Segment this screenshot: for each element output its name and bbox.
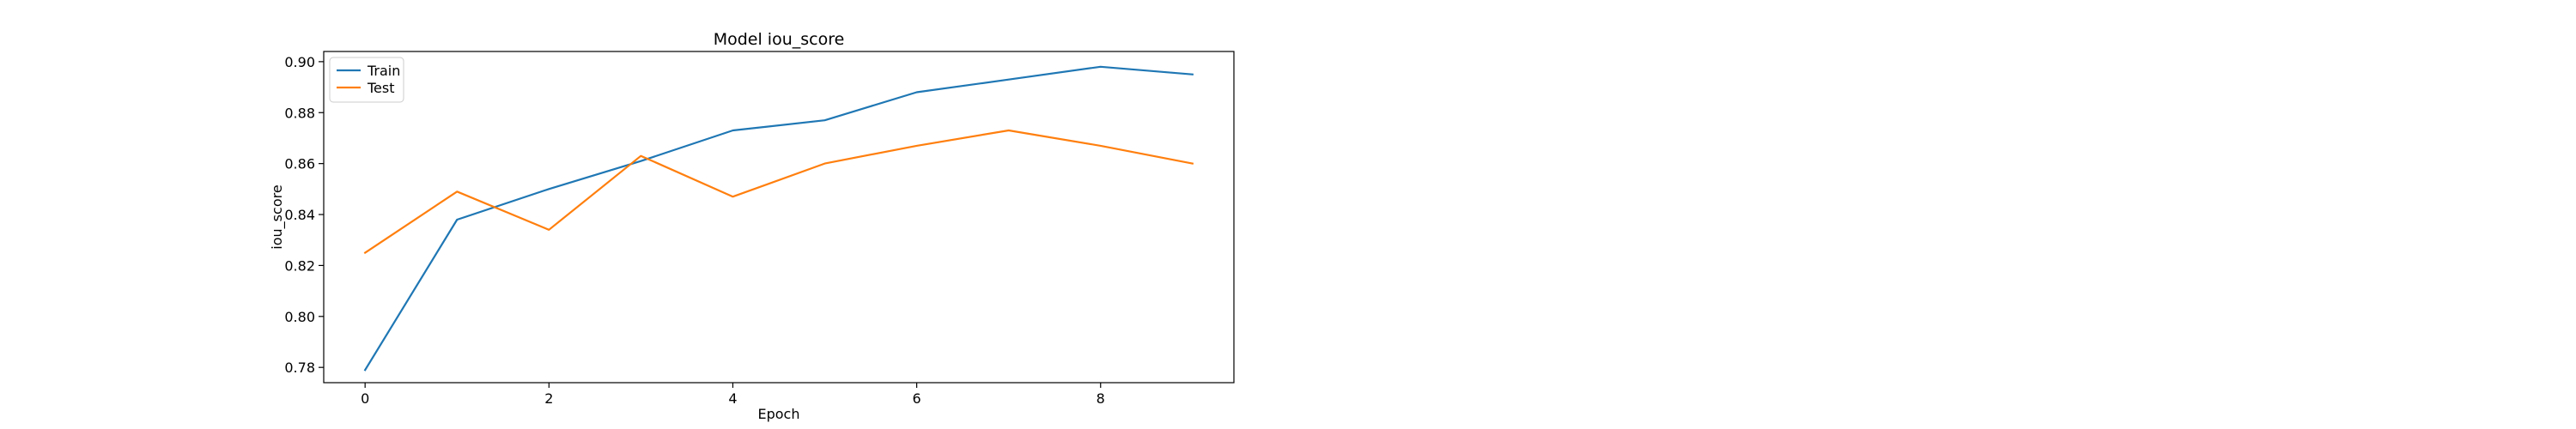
y-axis-title: iou_score [269, 184, 286, 249]
series-line-test [363, 129, 1194, 255]
x-tick-label: 8 [1097, 390, 1105, 407]
plot-frame [323, 51, 1235, 384]
y-tick-label: 0.86 [284, 156, 315, 172]
legend-box [329, 57, 404, 103]
x-tick-label: 4 [728, 390, 737, 407]
chart-title: Model iou_score [714, 30, 845, 49]
legend-label-train: Train [367, 63, 400, 79]
x-tick-label: 0 [361, 390, 369, 407]
x-axis-title: Epoch [758, 406, 800, 422]
series-line-train [363, 65, 1194, 372]
y-tick-label: 0.82 [284, 257, 315, 274]
x-tick-label: 2 [544, 390, 553, 407]
y-tick-label: 0.84 [284, 207, 315, 223]
y-tick-label: 0.90 [284, 54, 315, 70]
plot-area: 0 2 4 6 8 0.78 0.80 0.82 0.84 0.86 0.88 0.90 TrainTe… [284, 51, 1235, 407]
y-tick-label: 0.80 [284, 309, 315, 325]
legend-label-test: Test [367, 80, 395, 96]
y-tick-label: 0.78 [284, 360, 315, 376]
x-tick-label: 6 [913, 390, 921, 407]
y-tick-label: 0.88 [284, 105, 315, 121]
